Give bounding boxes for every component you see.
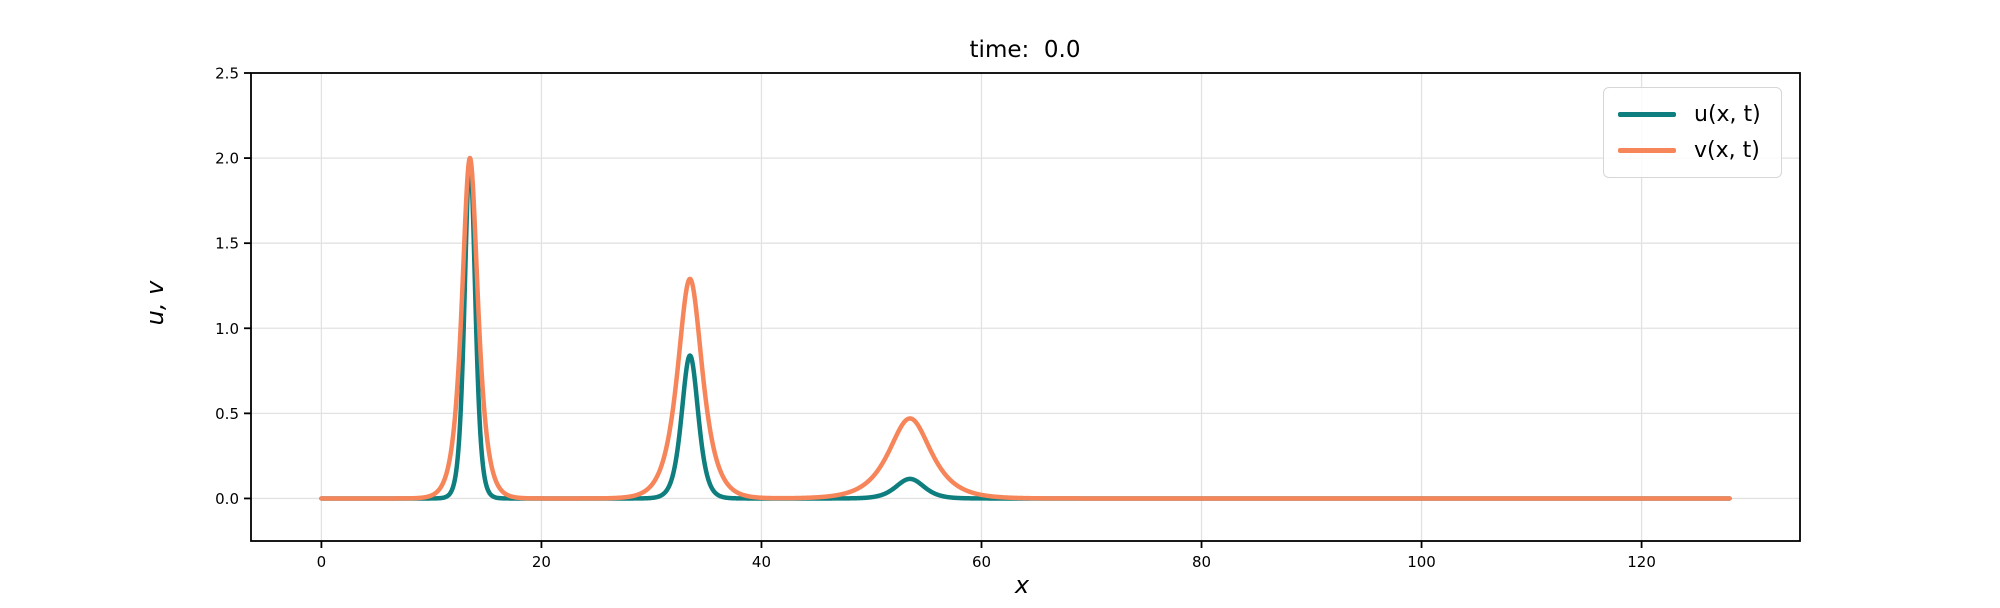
y-tick-label-1.5: 1.5 bbox=[215, 235, 239, 253]
x-tick-label-40: 40 bbox=[752, 553, 771, 571]
y-tick-label-2.5: 2.5 bbox=[215, 65, 239, 83]
legend-label-u: u(x, t) bbox=[1694, 101, 1761, 127]
chart-title: time: 0.0 bbox=[969, 37, 1081, 63]
x-axis-label: x bbox=[1014, 571, 1030, 599]
legend-label-v: v(x, t) bbox=[1694, 137, 1760, 163]
x-tick-label-120: 120 bbox=[1627, 553, 1656, 571]
x-tick-label-0: 0 bbox=[317, 553, 327, 571]
x-tick-label-80: 80 bbox=[1192, 553, 1211, 571]
y-tick-label-0.5: 0.5 bbox=[215, 405, 239, 423]
legend: u(x, t) v(x, t) bbox=[1603, 87, 1782, 178]
x-tick-label-60: 60 bbox=[972, 553, 991, 571]
legend-entry-v: v(x, t) bbox=[1618, 137, 1767, 163]
y-axis-label: u, v bbox=[141, 280, 169, 326]
y-tick-label-1: 1.0 bbox=[215, 320, 239, 338]
legend-swatch-u bbox=[1618, 112, 1676, 117]
series-line-v bbox=[319, 155, 1732, 501]
x-tick-label-100: 100 bbox=[1407, 553, 1436, 571]
legend-swatch-v bbox=[1618, 148, 1676, 153]
y-tick-label-0: 0.0 bbox=[215, 490, 239, 508]
x-tick-label-20: 20 bbox=[532, 553, 551, 571]
y-tick-label-2: 2.0 bbox=[215, 150, 239, 168]
legend-entry-u: u(x, t) bbox=[1618, 101, 1767, 127]
axes-spines bbox=[250, 72, 1801, 542]
